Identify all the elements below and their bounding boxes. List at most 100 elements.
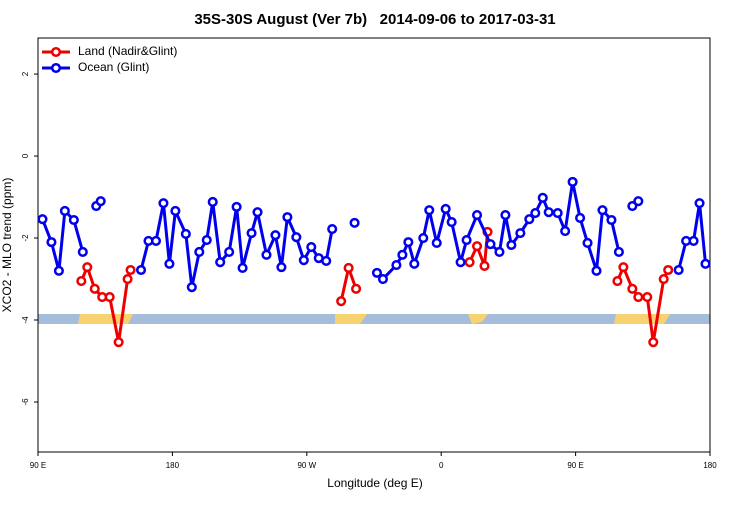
- data-point: [194, 246, 205, 258]
- data-point: [53, 265, 64, 276]
- land-patch: [614, 314, 670, 324]
- y-tick-label: 0: [21, 153, 30, 158]
- data-point: [648, 337, 659, 348]
- data-point: [418, 232, 429, 244]
- data-point: [237, 262, 248, 274]
- data-point: [125, 264, 136, 276]
- data-point: [351, 283, 362, 294]
- data-point: [552, 207, 563, 219]
- data-point: [642, 292, 653, 303]
- data-point: [471, 241, 483, 252]
- data-point: [180, 228, 191, 239]
- data-point: [506, 239, 517, 251]
- data-point: [567, 176, 578, 187]
- data-point: [59, 205, 70, 217]
- data-point: [543, 207, 554, 218]
- data-point: [515, 228, 526, 239]
- data-point: [82, 262, 93, 273]
- data-point: [270, 230, 281, 241]
- data-point: [104, 292, 115, 303]
- data-point: [215, 257, 226, 268]
- legend-marker: [50, 46, 62, 58]
- data-point: [446, 216, 457, 228]
- legend-marker: [50, 62, 62, 74]
- data-point: [658, 273, 669, 285]
- data-point: [122, 273, 133, 285]
- x-tick-label: 180: [166, 461, 180, 470]
- y-tick-label: -4: [21, 316, 30, 324]
- data-point: [224, 246, 235, 258]
- data-point: [186, 282, 197, 293]
- data-point: [150, 235, 162, 246]
- data-point: [431, 237, 442, 249]
- ocean-strip: [38, 314, 710, 324]
- data-point: [349, 217, 360, 228]
- surface-mask: [38, 314, 710, 324]
- data-point: [694, 198, 705, 209]
- data-point: [613, 246, 624, 258]
- data-point: [321, 255, 332, 267]
- legend-label: Land (Nadir&Glint): [78, 44, 177, 58]
- data-point: [252, 207, 263, 218]
- y-axis-label: XCO2 - MLO trend (ppm): [0, 178, 14, 313]
- data-point: [537, 192, 548, 203]
- y-tick-label: 2: [21, 71, 30, 76]
- data-point: [633, 292, 644, 303]
- data-point: [409, 258, 420, 269]
- data-point: [282, 212, 293, 223]
- data-point: [530, 207, 541, 219]
- data-point: [471, 210, 483, 221]
- land-patch: [468, 314, 488, 324]
- data-point: [663, 264, 674, 276]
- y-tick-label: -2: [21, 234, 30, 242]
- x-tick-label: 0: [439, 461, 444, 470]
- data-point: [700, 258, 711, 269]
- data-point: [76, 276, 87, 287]
- data-point: [494, 246, 505, 258]
- data-point: [95, 196, 106, 207]
- data-point: [113, 337, 124, 348]
- data-point: [77, 246, 88, 258]
- legend: Land (Nadir&Glint) Ocean (Glint): [42, 44, 177, 74]
- data-point: [261, 249, 272, 260]
- data-point: [201, 235, 212, 246]
- data-point: [524, 214, 535, 225]
- data-point: [633, 196, 644, 207]
- data-point: [377, 273, 389, 285]
- data-point: [464, 257, 475, 268]
- data-point: [343, 262, 354, 274]
- x-tick-label: 90 W: [297, 461, 316, 470]
- data-point: [207, 196, 218, 208]
- chart-title: 35S-30S August (Ver 7b) 2014-09-06 to 20…: [194, 11, 555, 28]
- data-point: [461, 235, 472, 246]
- data-point: [500, 210, 511, 221]
- land-patch: [335, 314, 367, 324]
- data-point: [591, 265, 602, 276]
- data-point: [403, 237, 414, 248]
- data-point: [575, 212, 586, 223]
- data-point: [336, 296, 347, 307]
- data-point: [170, 205, 181, 217]
- data-point: [298, 255, 309, 266]
- data-point: [440, 203, 451, 214]
- data-point: [397, 249, 408, 260]
- data-point: [135, 264, 147, 276]
- data-point: [68, 214, 79, 226]
- x-tick-label: 90 E: [567, 461, 583, 470]
- plot-frame: [37, 37, 711, 453]
- data-point: [627, 201, 638, 212]
- data-point: [612, 276, 623, 287]
- x-tick-label: 180: [703, 461, 717, 470]
- data-point: [276, 262, 287, 273]
- data-point: [231, 201, 242, 212]
- data-point: [582, 237, 593, 249]
- data-point: [391, 260, 402, 271]
- data-point: [688, 235, 699, 246]
- y-tick-label: -6: [21, 398, 30, 406]
- data-point: [560, 226, 571, 237]
- data-point: [485, 239, 496, 250]
- data-point: [673, 264, 684, 276]
- data-point: [606, 214, 617, 226]
